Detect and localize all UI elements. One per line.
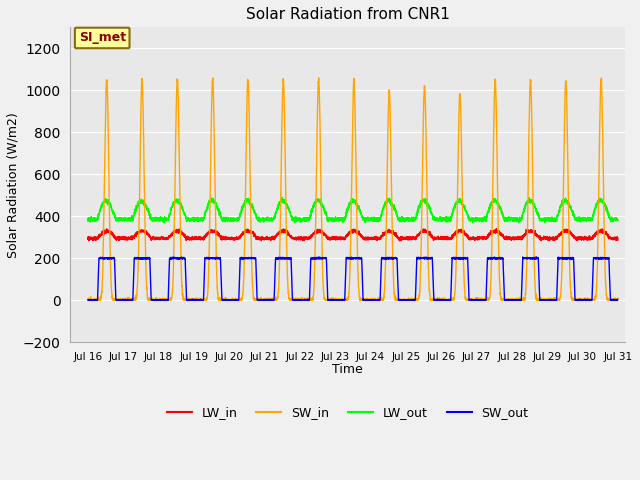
LW_in: [442, 236, 450, 241]
SW_out: [179, 255, 187, 261]
LW_out: [614, 217, 621, 223]
LW_out: [278, 194, 286, 200]
SW_in: [613, 297, 621, 303]
Legend: LW_in, SW_in, LW_out, SW_out: LW_in, SW_in, LW_out, SW_out: [161, 401, 534, 424]
LW_out: [442, 216, 450, 222]
LW_out: [613, 217, 621, 223]
SW_out: [532, 254, 540, 260]
LW_out: [160, 220, 168, 226]
SW_in: [333, 297, 341, 303]
LW_in: [333, 235, 340, 240]
SW_in: [442, 297, 450, 303]
SW_in: [84, 297, 92, 303]
SW_out: [614, 297, 621, 302]
Text: SI_met: SI_met: [79, 32, 126, 45]
LW_out: [472, 215, 479, 220]
LW_in: [396, 238, 403, 244]
Y-axis label: Solar Radiation (W/m2): Solar Radiation (W/m2): [7, 112, 20, 258]
LW_in: [613, 237, 621, 243]
LW_in: [179, 231, 187, 237]
SW_out: [333, 297, 341, 303]
SW_out: [613, 297, 621, 303]
Line: SW_in: SW_in: [88, 78, 618, 300]
SW_in: [315, 75, 323, 81]
LW_in: [84, 235, 92, 241]
Line: LW_out: LW_out: [88, 197, 618, 223]
LW_out: [502, 218, 509, 224]
LW_out: [179, 209, 187, 215]
LW_out: [84, 216, 92, 221]
Line: SW_out: SW_out: [88, 257, 618, 300]
SW_out: [85, 297, 93, 303]
Line: LW_in: LW_in: [88, 228, 618, 241]
X-axis label: Time: Time: [332, 363, 363, 376]
SW_out: [442, 297, 450, 303]
LW_in: [472, 235, 479, 240]
Title: Solar Radiation from CNR1: Solar Radiation from CNR1: [246, 7, 449, 22]
SW_in: [502, 297, 509, 303]
LW_out: [333, 216, 341, 221]
SW_out: [84, 297, 92, 302]
LW_in: [614, 237, 621, 243]
SW_in: [179, 295, 187, 301]
SW_in: [614, 295, 621, 301]
LW_in: [492, 226, 500, 231]
SW_out: [472, 297, 479, 303]
SW_out: [502, 297, 509, 303]
LW_in: [502, 235, 509, 240]
SW_in: [472, 296, 479, 302]
